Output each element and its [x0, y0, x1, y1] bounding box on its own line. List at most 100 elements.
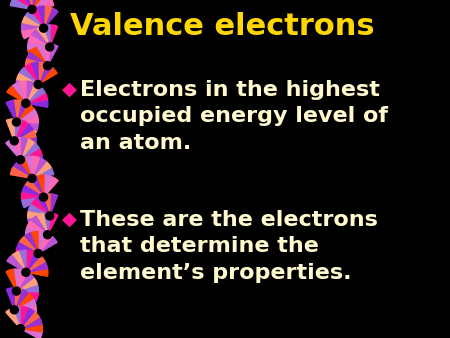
Wedge shape [44, 6, 52, 28]
Wedge shape [13, 162, 32, 178]
Wedge shape [26, 250, 34, 272]
Wedge shape [38, 68, 57, 84]
Wedge shape [26, 235, 48, 243]
Wedge shape [14, 141, 33, 158]
Wedge shape [20, 138, 27, 160]
Wedge shape [26, 262, 48, 272]
Wedge shape [22, 193, 44, 200]
Wedge shape [14, 100, 21, 122]
Wedge shape [30, 7, 44, 28]
Wedge shape [36, 213, 48, 235]
Wedge shape [28, 43, 50, 50]
Wedge shape [36, 6, 44, 28]
Wedge shape [38, 63, 45, 84]
Wedge shape [26, 93, 48, 103]
Wedge shape [16, 122, 38, 130]
Text: Valence electrons: Valence electrons [70, 12, 374, 41]
Wedge shape [18, 250, 26, 272]
Wedge shape [31, 199, 50, 216]
Circle shape [13, 287, 20, 295]
Wedge shape [28, 204, 50, 216]
Wedge shape [44, 175, 52, 197]
Wedge shape [26, 81, 34, 103]
Wedge shape [19, 68, 38, 84]
Wedge shape [14, 129, 36, 141]
Wedge shape [12, 82, 26, 103]
Wedge shape [28, 216, 50, 227]
Wedge shape [36, 175, 44, 197]
Wedge shape [14, 298, 36, 310]
Wedge shape [26, 59, 48, 67]
Wedge shape [14, 288, 22, 310]
Wedge shape [50, 194, 58, 216]
Wedge shape [43, 213, 51, 235]
Wedge shape [20, 324, 42, 332]
Wedge shape [6, 100, 16, 122]
Wedge shape [17, 74, 38, 84]
Wedge shape [31, 47, 50, 64]
Wedge shape [27, 235, 48, 249]
Wedge shape [31, 63, 38, 84]
Wedge shape [28, 35, 50, 47]
Wedge shape [32, 0, 40, 9]
Wedge shape [24, 233, 38, 254]
Wedge shape [26, 66, 48, 74]
Wedge shape [16, 277, 37, 291]
Wedge shape [48, 44, 58, 66]
Wedge shape [16, 284, 38, 292]
Circle shape [34, 249, 42, 258]
Wedge shape [22, 197, 44, 208]
Wedge shape [20, 155, 42, 163]
Wedge shape [20, 148, 42, 160]
Wedge shape [16, 100, 28, 122]
Wedge shape [36, 44, 48, 66]
Wedge shape [32, 156, 40, 178]
Wedge shape [26, 100, 48, 107]
Wedge shape [7, 86, 26, 103]
Circle shape [22, 99, 30, 107]
Text: Electrons in the highest
occupied energy level of
an atom.: Electrons in the highest occupied energy… [80, 80, 388, 153]
Wedge shape [16, 103, 34, 122]
Wedge shape [6, 269, 16, 291]
Circle shape [34, 80, 42, 89]
Wedge shape [24, 64, 38, 84]
Wedge shape [27, 221, 48, 235]
Text: ◆: ◆ [62, 210, 77, 229]
Wedge shape [16, 81, 38, 89]
Wedge shape [48, 213, 58, 235]
Wedge shape [14, 269, 21, 291]
Text: ◆: ◆ [62, 80, 77, 99]
Wedge shape [12, 251, 26, 272]
Wedge shape [31, 216, 50, 233]
Circle shape [17, 155, 24, 164]
Wedge shape [14, 310, 33, 327]
Circle shape [28, 174, 36, 183]
Circle shape [46, 212, 54, 220]
Wedge shape [38, 233, 52, 254]
Wedge shape [14, 306, 36, 313]
Wedge shape [7, 255, 26, 272]
Wedge shape [32, 0, 51, 9]
Wedge shape [36, 26, 50, 47]
Wedge shape [13, 0, 32, 9]
Wedge shape [43, 194, 50, 216]
Wedge shape [18, 158, 32, 178]
Wedge shape [22, 24, 44, 31]
Circle shape [44, 231, 52, 239]
Wedge shape [20, 329, 42, 338]
Wedge shape [17, 243, 38, 254]
Circle shape [40, 24, 48, 32]
Wedge shape [20, 139, 34, 160]
Circle shape [13, 118, 20, 126]
Wedge shape [27, 52, 48, 66]
Wedge shape [20, 317, 42, 329]
Wedge shape [26, 252, 40, 272]
Wedge shape [10, 167, 32, 178]
Wedge shape [27, 66, 48, 80]
Wedge shape [24, 156, 32, 178]
Wedge shape [30, 216, 48, 235]
Wedge shape [18, 0, 32, 9]
Wedge shape [32, 0, 54, 9]
Wedge shape [25, 11, 44, 28]
Wedge shape [22, 17, 44, 28]
